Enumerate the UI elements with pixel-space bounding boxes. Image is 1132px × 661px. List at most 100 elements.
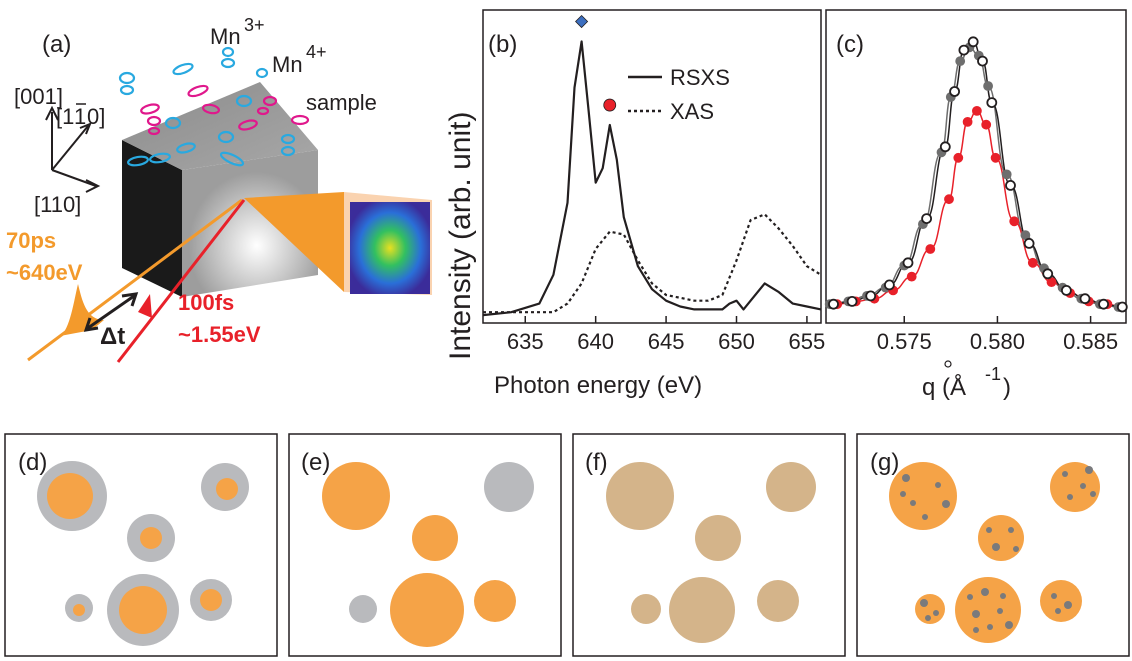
axis-110-label: [110] (34, 192, 81, 217)
point-filled-red (925, 244, 936, 254)
mn3-label: Mn (210, 24, 241, 49)
svg-text:q (Å: q (Å (922, 373, 966, 401)
b-tick-label: 650 (718, 329, 755, 354)
point-open-black (1042, 268, 1054, 280)
b-tick-label: 635 (507, 329, 544, 354)
panel-b-xlabel: Photon energy (eV) (494, 372, 702, 399)
panel-a: (a) [001] [1 1 0] [110] (6, 15, 432, 363)
mn-orbitals (118, 46, 310, 167)
point-filled-red (1009, 216, 1020, 227)
series-rsxs-line (482, 40, 822, 317)
fit-filled-red (837, 110, 1123, 308)
svg-text:1: 1 (74, 104, 86, 129)
point-filled-red (1027, 257, 1038, 268)
point-filled-gray (955, 56, 966, 66)
point-filled-red (962, 117, 973, 127)
point-open-black (986, 97, 998, 108)
point-filled-red (981, 119, 992, 130)
point-filled-red (953, 152, 964, 163)
panel-c-curves (829, 41, 1123, 308)
sample-label: sample (306, 90, 377, 115)
panel-c: (c) 0.575 0.580 0.585 q (Å -1 ) (824, 9, 1128, 401)
b-tick-label: 655 (789, 329, 826, 354)
axis-1m10-label: [1 1 0] (56, 103, 105, 129)
delay-arrow (83, 292, 139, 332)
point-open-black (1005, 179, 1016, 191)
b-tick-label: 640 (577, 329, 614, 354)
legend-rsxs: RSXS (670, 65, 730, 90)
panel-a-label: (a) (42, 31, 71, 58)
panel-g-label: (g) (870, 449, 899, 476)
scattered-beam (244, 192, 344, 292)
sample-cube (122, 82, 318, 297)
panel-e-label: (e) (301, 449, 330, 476)
point-open-black (1023, 237, 1035, 249)
mn4-label: Mn (272, 52, 303, 77)
panel-d-label: (d) (18, 449, 47, 476)
point-open-black (949, 86, 960, 97)
delay-label: Δt (100, 323, 125, 350)
point-filled-red (972, 106, 982, 116)
panel-g: (g) (856, 433, 1130, 657)
b-tick-label: 645 (648, 329, 685, 354)
point-open-black (1098, 298, 1109, 310)
svg-text:): ) (1003, 374, 1011, 401)
mn3-charge: 3+ (244, 15, 265, 35)
laser-pulse-shape (138, 294, 152, 318)
laser-pulse-label: 100fs (178, 290, 234, 315)
point-filled-red (906, 271, 917, 282)
point-open-black (939, 141, 951, 153)
marker-circle (603, 98, 617, 112)
point-open-black (967, 36, 979, 48)
panel-f-label: (f) (585, 449, 608, 476)
xray-pulse-label: 70ps (6, 228, 56, 253)
c-tick-label: 0.585 (1063, 329, 1118, 354)
laser-energy-label: ~1.55eV (178, 322, 261, 347)
laser-beam (116, 199, 246, 363)
point-open-black (1061, 284, 1072, 296)
point-open-black (865, 290, 877, 302)
panel-b-frame (482, 9, 822, 324)
point-filled-gray (1001, 169, 1012, 180)
crystal-axes (45, 105, 101, 193)
point-open-black (921, 213, 932, 225)
marker-diamond (575, 14, 589, 29)
panel-b-markers (575, 14, 617, 112)
panel-f: (f) (572, 433, 846, 657)
point-filled-gray (1020, 230, 1031, 241)
xray-energy-label: ~640eV (6, 260, 83, 285)
point-filled-red (1046, 277, 1057, 288)
c-tick-label: 0.580 (970, 329, 1025, 354)
panel-c-xlabel: q (Å -1 ) (922, 360, 1011, 401)
point-open-black (1079, 293, 1091, 305)
fit-filled-gray (829, 46, 1119, 308)
legend-xas: XAS (670, 99, 714, 124)
svg-text:-1: -1 (985, 364, 1001, 384)
point-open-black (958, 44, 970, 56)
axis-001-label: [001] (14, 84, 63, 109)
panel-b-x-ticks: 635 640 645 650 655 (507, 316, 825, 354)
panel-d: (d) (4, 433, 278, 657)
panel-b: (b) 635 640 645 650 655 RSXS XAS Intensity (… (444, 9, 825, 399)
panel-b-curves (482, 40, 822, 317)
point-open-black (846, 295, 858, 307)
point-open-black (884, 279, 895, 291)
point-open-black (977, 55, 988, 67)
c-tick-label: 0.575 (877, 329, 932, 354)
panel-c-points (824, 36, 1128, 313)
point-open-black (1116, 301, 1128, 313)
mn4-charge: 4+ (306, 42, 327, 62)
point-open-black (902, 257, 914, 269)
panel-c-label: (c) (836, 31, 864, 58)
detector-image (350, 202, 430, 294)
point-filled-red (944, 194, 954, 205)
svg-text:[1: [1 (56, 104, 74, 129)
svg-text:0]: 0] (87, 104, 105, 129)
point-filled-gray (983, 81, 993, 91)
impurity-dots (900, 466, 1096, 633)
point-filled-red (990, 152, 1001, 163)
panel-b-label: (b) (488, 31, 517, 58)
series-xas-line (483, 213, 822, 314)
panel-e: (e) (288, 433, 562, 657)
